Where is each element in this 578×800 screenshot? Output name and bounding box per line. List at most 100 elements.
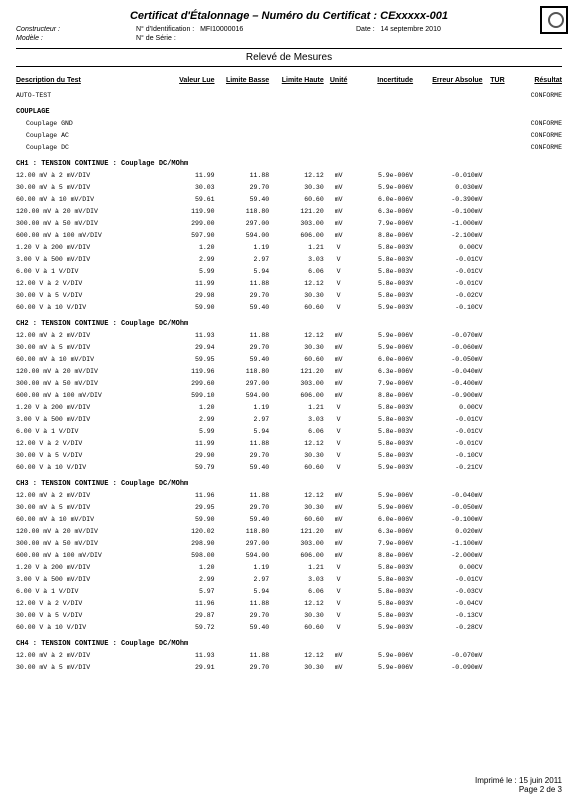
cell-incertitude: 5.9e-006V: [354, 182, 414, 194]
cell-unite: mV: [324, 662, 354, 674]
cell-tur: [483, 550, 513, 562]
measurement-row: 600.00 mV à 100 mV/DIV598.00594.00606.00…: [16, 550, 562, 562]
cell-tur: [483, 502, 513, 514]
cell-incertitude: 8.8e-006V: [354, 230, 414, 242]
cell-desc: 1.20 V à 200 mV/DIV: [16, 242, 165, 254]
cell-desc: 120.00 mV à 20 mV/DIV: [16, 206, 165, 218]
cell-unite: V: [324, 586, 354, 598]
cell-unite: V: [324, 426, 354, 438]
cell-incertitude: 5.9e-006V: [354, 330, 414, 342]
measurement-row: 6.00 V à 1 V/DIV5.995.946.06V5.8e-003V-0…: [16, 266, 562, 278]
cell-resultat: [512, 290, 562, 302]
cell-desc: 3.00 V à 500 mV/DIV: [16, 414, 165, 426]
couplage-row: Couplage DCCONFORME: [16, 142, 562, 154]
cell-valeur-lue: 29.91: [165, 662, 215, 674]
cell-limite-basse: 29.70: [215, 502, 270, 514]
cell-incertitude: 8.8e-006V: [354, 550, 414, 562]
cell-erreur: -0.02CV: [413, 290, 482, 302]
measurement-row: 60.00 V à 10 V/DIV59.7259.4060.60V5.9e-0…: [16, 622, 562, 634]
channel-title: CH2 : TENSION CONTINUE : Couplage DC/MOh…: [16, 320, 562, 328]
cell-resultat: [512, 586, 562, 598]
cell-resultat: [512, 254, 562, 266]
cell-incertitude: 5.8e-003V: [354, 242, 414, 254]
cell-incertitude: 5.8e-003V: [354, 598, 414, 610]
couplage-label: Couplage DC: [26, 142, 176, 154]
cell-resultat: [512, 650, 562, 662]
cell-limite-haute: 12.12: [269, 650, 324, 662]
cell-incertitude: 5.9e-006V: [354, 490, 414, 502]
cell-incertitude: 7.9e-006V: [354, 378, 414, 390]
cell-limite-basse: 1.19: [215, 562, 270, 574]
cell-desc: 300.00 mV à 50 mV/DIV: [16, 378, 165, 390]
channel-title: CH3 : TENSION CONTINUE : Couplage DC/MOh…: [16, 480, 562, 488]
col-tur: TUR: [483, 77, 513, 84]
cell-resultat: [512, 230, 562, 242]
cell-resultat: [512, 218, 562, 230]
cell-limite-basse: 11.88: [215, 170, 270, 182]
cell-valeur-lue: 599.10: [165, 390, 215, 402]
cell-unite: V: [324, 414, 354, 426]
cell-unite: mV: [324, 650, 354, 662]
cell-limite-basse: 118.80: [215, 366, 270, 378]
cell-resultat: [512, 574, 562, 586]
column-headers: Description du Test Valeur Lue Limite Ba…: [16, 77, 562, 84]
cell-resultat: [512, 526, 562, 538]
cell-valeur-lue: 30.03: [165, 182, 215, 194]
cell-resultat: [512, 462, 562, 474]
cell-valeur-lue: 59.79: [165, 462, 215, 474]
cell-unite: mV: [324, 490, 354, 502]
cell-desc: 600.00 mV à 100 mV/DIV: [16, 230, 165, 242]
cell-valeur-lue: 1.20: [165, 402, 215, 414]
measurement-row: 120.00 mV à 20 mV/DIV120.02118.80121.20m…: [16, 526, 562, 538]
cell-limite-haute: 6.06: [269, 426, 324, 438]
cell-valeur-lue: 11.93: [165, 330, 215, 342]
cell-unite: V: [324, 254, 354, 266]
cell-incertitude: 5.8e-003V: [354, 450, 414, 462]
cell-limite-haute: 30.30: [269, 610, 324, 622]
cell-desc: 6.00 V à 1 V/DIV: [16, 266, 165, 278]
cell-tur: [483, 194, 513, 206]
cell-desc: 300.00 mV à 50 mV/DIV: [16, 218, 165, 230]
cell-unite: V: [324, 622, 354, 634]
cell-unite: mV: [324, 342, 354, 354]
cell-tur: [483, 526, 513, 538]
cell-tur: [483, 662, 513, 674]
cell-resultat: [512, 302, 562, 314]
cell-desc: 120.00 mV à 20 mV/DIV: [16, 366, 165, 378]
couplage-row: Couplage GNDCONFORME: [16, 118, 562, 130]
cell-limite-haute: 30.30: [269, 182, 324, 194]
measurement-row: 1.20 V à 200 mV/DIV1.201.191.21V5.8e-003…: [16, 242, 562, 254]
measurement-row: 30.00 V à 5 V/DIV29.9029.7030.30V5.8e-00…: [16, 450, 562, 462]
cell-limite-haute: 121.20: [269, 206, 324, 218]
cell-desc: 12.00 mV à 2 mV/DIV: [16, 490, 165, 502]
cell-desc: 600.00 mV à 100 mV/DIV: [16, 550, 165, 562]
cell-limite-haute: 3.03: [269, 414, 324, 426]
cell-tur: [483, 218, 513, 230]
cell-unite: V: [324, 562, 354, 574]
cell-limite-haute: 6.06: [269, 586, 324, 598]
measurement-row: 1.20 V à 200 mV/DIV1.201.191.21V5.8e-003…: [16, 562, 562, 574]
cell-limite-haute: 12.12: [269, 490, 324, 502]
cell-erreur: -0.01CV: [413, 574, 482, 586]
cell-resultat: [512, 390, 562, 402]
couplage-label: Couplage GND: [26, 118, 176, 130]
cell-unite: mV: [324, 378, 354, 390]
cell-tur: [483, 450, 513, 462]
cell-limite-basse: 59.40: [215, 354, 270, 366]
cell-limite-haute: 6.06: [269, 266, 324, 278]
cell-valeur-lue: 11.99: [165, 438, 215, 450]
cell-resultat: [512, 450, 562, 462]
cell-incertitude: 5.9e-006V: [354, 650, 414, 662]
cell-tur: [483, 342, 513, 354]
measurement-row: 30.00 V à 5 V/DIV29.9829.7030.30V5.8e-00…: [16, 290, 562, 302]
modele-label: Modèle :: [16, 35, 136, 42]
cell-erreur: -0.090mV: [413, 662, 482, 674]
cell-valeur-lue: 597.90: [165, 230, 215, 242]
cell-valeur-lue: 5.99: [165, 266, 215, 278]
cell-unite: mV: [324, 514, 354, 526]
cell-erreur: -0.01CV: [413, 278, 482, 290]
cell-valeur-lue: 11.93: [165, 650, 215, 662]
measurement-row: 600.00 mV à 100 mV/DIV599.10594.00606.00…: [16, 390, 562, 402]
cell-limite-haute: 3.03: [269, 254, 324, 266]
cell-limite-basse: 11.88: [215, 330, 270, 342]
